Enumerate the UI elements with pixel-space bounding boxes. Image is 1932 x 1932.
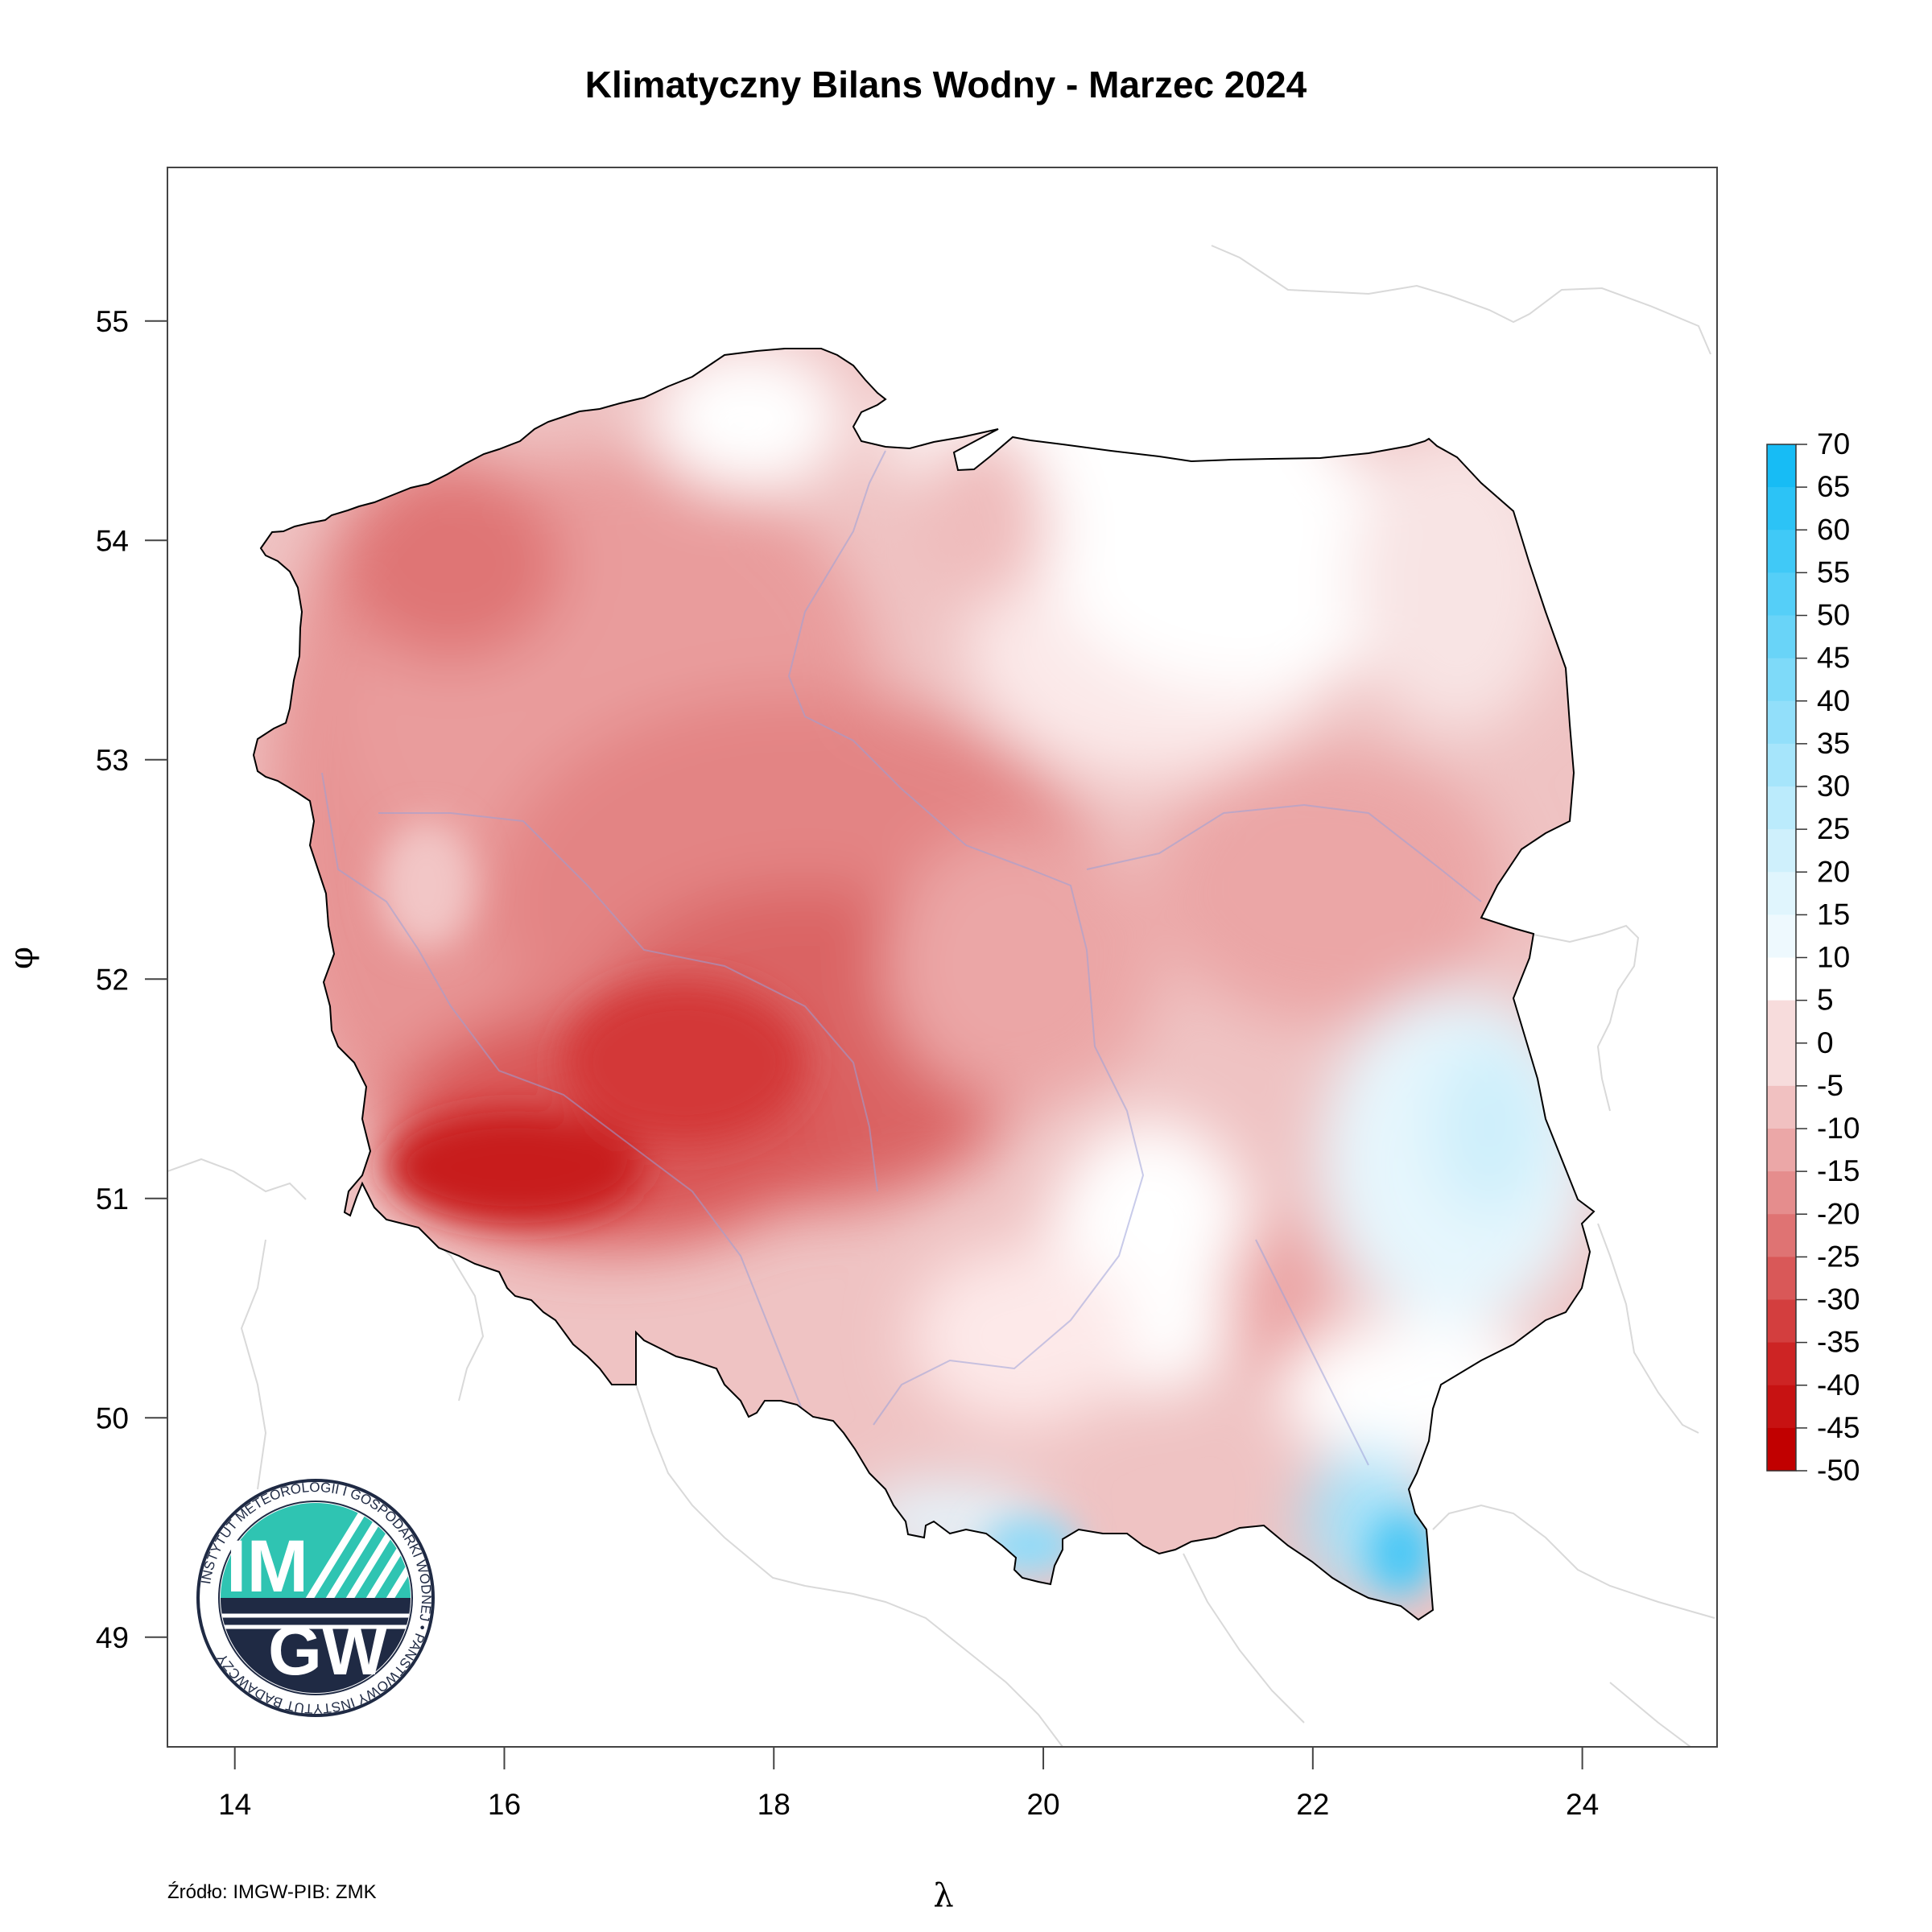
y-tick-label: 50 [96, 1402, 129, 1435]
legend-label: 15 [1817, 898, 1850, 931]
y-axis-title: φ [3, 947, 40, 969]
legend-label: 50 [1817, 599, 1850, 632]
legend-label: 65 [1817, 470, 1850, 503]
border-slovakia-hungary [804, 1585, 1063, 1747]
legend-swatch [1767, 658, 1796, 702]
border-slovakia-south [1183, 1553, 1305, 1724]
y-tick-label: 53 [96, 744, 129, 777]
legend-swatch [1767, 914, 1796, 959]
water-balance-raster [254, 349, 1594, 1620]
river-san [1255, 1239, 1369, 1466]
y-tick-label: 52 [96, 963, 129, 996]
plot-frame [167, 167, 1718, 1748]
legend-swatch [1767, 1385, 1796, 1429]
legend-swatch [1767, 1085, 1796, 1129]
logo-text-bottom: GW [268, 1612, 388, 1690]
legend-label: -10 [1817, 1112, 1860, 1145]
border-czech-south [240, 1239, 267, 1490]
river-narew-bug [1086, 803, 1482, 902]
y-tick-label: 51 [96, 1183, 129, 1216]
legend-swatch [1767, 743, 1796, 787]
source-note: Źródło: IMGW-PIB: ZMK [167, 1881, 377, 1903]
legend-swatch [1767, 1257, 1796, 1301]
legend-label: 10 [1817, 941, 1850, 974]
legend-swatch [1767, 1042, 1796, 1087]
legend-swatch [1767, 872, 1796, 915]
legend-swatch [1767, 615, 1796, 659]
y-tick-label: 55 [96, 305, 129, 338]
x-tick-label: 22 [1296, 1788, 1329, 1821]
x-axis-title: λ [933, 1877, 953, 1914]
y-tick-label: 49 [96, 1621, 129, 1654]
color-legend: 7065605550454035302520151050-5-10-15-20-… [1766, 427, 1860, 1487]
legend-swatch [1767, 1129, 1796, 1172]
imgw-logo: IM GW INSTYTUT METEOROLOGII I GOSPODARKI… [196, 1479, 435, 1717]
legend-label: -5 [1817, 1069, 1843, 1102]
legend-label: 25 [1817, 812, 1850, 845]
river-oder [321, 772, 806, 1418]
legend-label: 70 [1817, 427, 1850, 460]
legend-swatch [1767, 1214, 1796, 1257]
legend-swatch [1767, 1171, 1796, 1215]
legend-swatch [1767, 700, 1796, 745]
legend-swatch [1767, 1427, 1796, 1472]
legend-label: -30 [1817, 1283, 1860, 1316]
legend-label: 35 [1817, 727, 1850, 760]
legend-label: 0 [1817, 1026, 1834, 1059]
legend-label: -15 [1817, 1154, 1860, 1187]
border-germany-czech [167, 1158, 307, 1200]
legend-swatch [1767, 786, 1796, 830]
legend-label: 20 [1817, 855, 1850, 888]
legend-swatch [1767, 1000, 1796, 1044]
border-czech-slovakia [635, 1384, 806, 1587]
legend-label: 45 [1817, 642, 1850, 675]
x-tick-label: 16 [488, 1788, 521, 1821]
river-warta [378, 812, 878, 1192]
legend-label: 30 [1817, 770, 1850, 803]
legend-label: -20 [1817, 1197, 1860, 1230]
map-title: Klimatyczny Bilans Wodny - Marzec 2024 [584, 64, 1307, 105]
legend-swatch [1767, 572, 1796, 617]
legend-label: 5 [1817, 984, 1834, 1017]
x-axis: 14 16 18 20 22 24 [218, 1747, 1599, 1821]
border-south-east [1609, 1682, 1691, 1747]
y-tick-label: 54 [96, 524, 129, 557]
legend-label: -35 [1817, 1326, 1860, 1359]
legend-swatch [1767, 444, 1796, 488]
x-tick-label: 18 [758, 1788, 791, 1821]
border-slovakia-ukraine [1432, 1504, 1715, 1619]
legend-label: 55 [1817, 555, 1850, 588]
legend-swatch [1767, 957, 1796, 1001]
legend-swatch [1767, 530, 1796, 573]
river-vistula [787, 450, 1145, 1426]
rivers [321, 450, 1482, 1466]
y-axis: 49 50 51 52 53 54 55 [96, 305, 167, 1654]
legend-swatch [1767, 487, 1796, 530]
legend-label: -25 [1817, 1240, 1860, 1273]
legend-swatch [1767, 1299, 1796, 1344]
border-belarus-east [1529, 924, 1640, 1112]
x-tick-label: 24 [1566, 1788, 1599, 1821]
x-tick-label: 20 [1026, 1788, 1059, 1821]
border-ukraine-east [1597, 1223, 1699, 1434]
legend-label: 40 [1817, 684, 1850, 717]
legend-swatch [1767, 829, 1796, 873]
logo-text-top: IM [226, 1525, 308, 1608]
legend-label: -45 [1817, 1411, 1860, 1444]
legend-label: 60 [1817, 513, 1850, 546]
x-tick-label: 14 [218, 1788, 251, 1821]
legend-label: -50 [1817, 1454, 1860, 1487]
legend-swatch [1767, 1342, 1796, 1386]
border-lithuania-russia [1211, 245, 1711, 355]
legend-label: -40 [1817, 1368, 1860, 1402]
neighbour-borders [167, 245, 1715, 1747]
